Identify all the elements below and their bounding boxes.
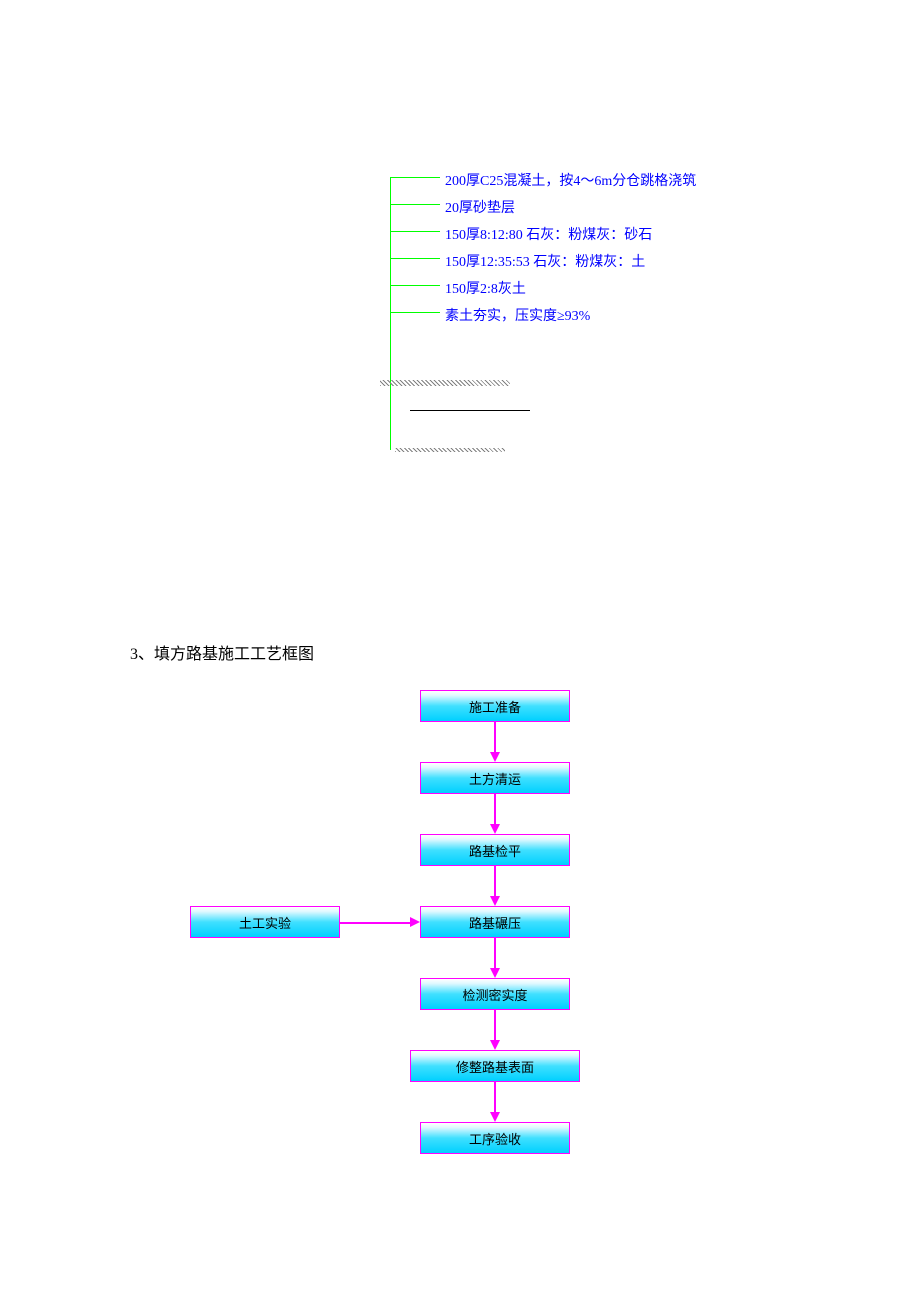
flow-box-preparation: 施工准备 xyxy=(420,690,570,722)
leader-h-1 xyxy=(390,204,440,205)
flow-label: 路基检平 xyxy=(469,841,521,860)
leader-h-0 xyxy=(390,177,440,178)
road-section-diagram: 200厚C25混凝土，按4～6m分仓跳格浇筑 20厚砂垫层 150厚8:12:8… xyxy=(380,160,880,480)
flow-label: 施工准备 xyxy=(469,697,521,716)
flow-label: 修整路基表面 xyxy=(456,1057,534,1076)
arrow-head-side xyxy=(410,917,420,927)
arrow-v-2 xyxy=(494,866,496,896)
flowchart: 施工准备 土方清运 路基检平 路基碾压 检测密实度 修整路基表面 工序验收 土工… xyxy=(180,690,680,1190)
flow-box-leveling: 路基检平 xyxy=(420,834,570,866)
leader-h-4 xyxy=(390,285,440,286)
layer-label-2: 150厚8:12:80 石灰：粉煤灰：砂石 xyxy=(445,224,652,244)
layer-label-5: 素土夯实，压实度≥93% xyxy=(445,305,590,325)
layer-label-1: 20厚砂垫层 xyxy=(445,197,515,217)
arrow-v-1 xyxy=(494,794,496,824)
leader-vertical xyxy=(390,177,391,450)
arrow-v-4 xyxy=(494,1010,496,1040)
arrow-v-3 xyxy=(494,938,496,968)
flow-box-soil-test: 土工实验 xyxy=(190,906,340,938)
flow-box-clearing: 土方清运 xyxy=(420,762,570,794)
arrow-head-5 xyxy=(490,1112,500,1122)
flow-label: 检测密实度 xyxy=(462,985,527,1004)
arrow-v-5 xyxy=(494,1082,496,1112)
leader-h-2 xyxy=(390,231,440,232)
layer-label-4: 150厚2:8灰土 xyxy=(445,278,526,298)
arrow-head-2 xyxy=(490,896,500,906)
hatch-top xyxy=(380,380,510,386)
flow-label: 土工实验 xyxy=(239,913,291,932)
layer-label-0: 200厚C25混凝土，按4～6m分仓跳格浇筑 xyxy=(445,170,696,190)
flow-box-acceptance: 工序验收 xyxy=(420,1122,570,1154)
flow-box-rolling: 路基碾压 xyxy=(420,906,570,938)
flow-label: 土方清运 xyxy=(469,769,521,788)
arrow-h-side xyxy=(340,922,410,924)
arrow-head-0 xyxy=(490,752,500,762)
hatch-bottom xyxy=(395,448,505,452)
flow-label: 路基碾压 xyxy=(469,913,521,932)
solid-mid xyxy=(410,410,530,411)
flow-box-density: 检测密实度 xyxy=(420,978,570,1010)
leader-h-3 xyxy=(390,258,440,259)
arrow-v-0 xyxy=(494,722,496,752)
section-heading: 3、填方路基施工工艺框图 xyxy=(130,640,314,664)
arrow-head-4 xyxy=(490,1040,500,1050)
leader-h-5 xyxy=(390,312,440,313)
flow-box-surface: 修整路基表面 xyxy=(410,1050,580,1082)
layer-label-3: 150厚12:35:53 石灰：粉煤灰：土 xyxy=(445,251,645,271)
flow-label: 工序验收 xyxy=(469,1129,521,1148)
arrow-head-1 xyxy=(490,824,500,834)
arrow-head-3 xyxy=(490,968,500,978)
